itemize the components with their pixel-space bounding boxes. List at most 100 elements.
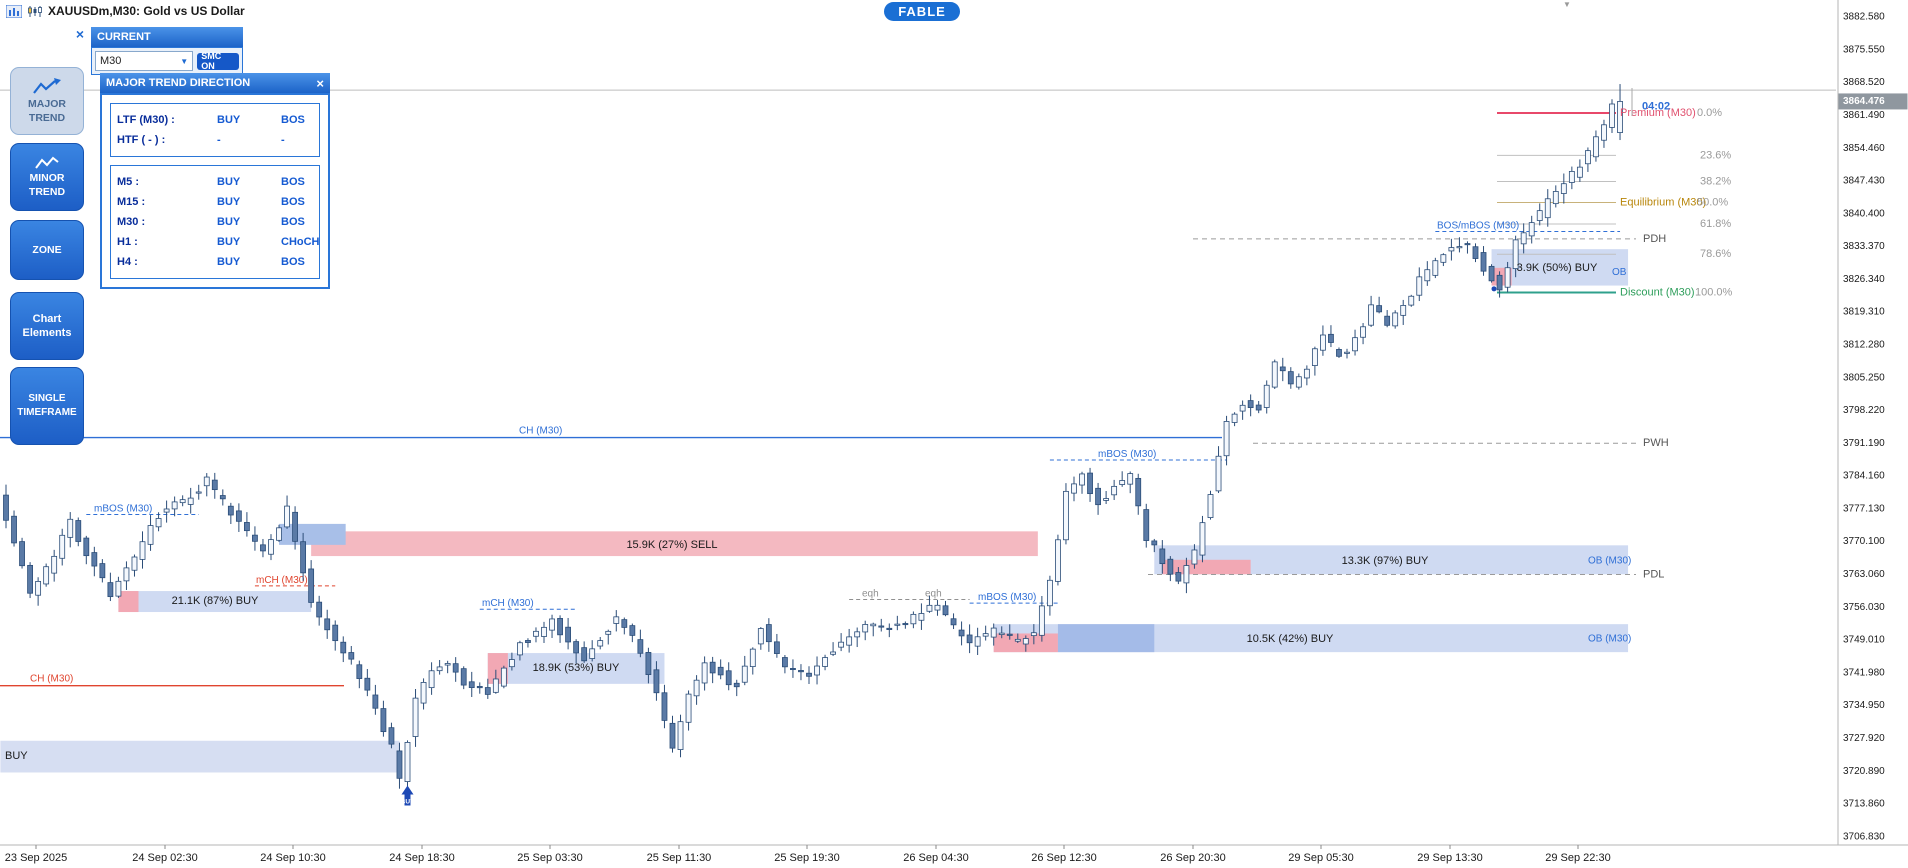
fib-618-label: 61.8% (1700, 218, 1731, 230)
trend-cell: H1 : (117, 236, 138, 248)
trend-row: M15 : BUY BOS (117, 192, 313, 212)
candle (701, 662, 708, 684)
candle (1151, 540, 1158, 546)
candle (1360, 326, 1366, 338)
chart-type-icon[interactable] (6, 4, 22, 18)
candle (1022, 638, 1029, 645)
order-block-ob-buy-3k-label: 3.9K (50%) BUY (1517, 262, 1598, 274)
sidebar-button-minor-trend[interactable]: MINOR TREND (10, 143, 84, 211)
trend-cell: BUY (217, 196, 241, 208)
ob-label-10k: OB (M30) (1588, 633, 1631, 644)
candle (854, 631, 861, 638)
candle (661, 692, 668, 721)
price-tick: 3798.220 (1843, 405, 1885, 416)
candle (1279, 366, 1286, 372)
timeframe-dropdown[interactable]: M30 ▼ (95, 51, 194, 71)
price-tick: 3805.250 (1843, 372, 1885, 383)
candle (621, 619, 628, 628)
candle (1175, 572, 1182, 582)
candle (1560, 183, 1567, 194)
time-tick: 26 Sep 20:30 (1160, 852, 1225, 864)
fib-786-label: 78.6% (1700, 248, 1731, 260)
sidebar-button-chart-elements[interactable]: Chart Elements (10, 292, 84, 360)
price-tick: 3770.100 (1843, 536, 1885, 547)
candle (412, 697, 419, 737)
price-tick: 3706.830 (1843, 831, 1885, 842)
fable-badge: FABLE (884, 2, 960, 21)
candle (131, 556, 138, 571)
fib-50-label: 50.0% (1697, 196, 1728, 208)
candle (830, 651, 836, 655)
candle (1585, 150, 1591, 165)
time-tick: 23 Sep 2025 (5, 852, 67, 864)
mbos-2-label: mBOS (M30) (978, 592, 1036, 603)
time-tick: 24 Sep 18:30 (389, 852, 454, 864)
candle (19, 541, 25, 567)
candle (1392, 312, 1399, 327)
candle (1303, 368, 1310, 379)
candle (958, 629, 965, 637)
candle (219, 495, 226, 500)
candle (990, 627, 997, 638)
candle (211, 479, 218, 491)
candle (1328, 333, 1334, 343)
indicator-icon[interactable] (27, 5, 43, 18)
smc-toggle-button[interactable]: SMC ON (197, 51, 239, 71)
time-tick: 29 Sep 13:30 (1417, 852, 1482, 864)
trend-cell: M5 : (117, 176, 139, 188)
candle (35, 581, 42, 596)
close-icon[interactable]: × (75, 26, 84, 42)
candle (1159, 548, 1166, 565)
time-tick: 25 Sep 11:30 (647, 852, 712, 864)
price-tick: 3868.520 (1843, 77, 1885, 88)
candle (163, 508, 170, 513)
candle (541, 626, 547, 637)
price-tick: 3812.280 (1843, 340, 1885, 351)
ch-m30-red-label: CH (M30) (30, 674, 73, 685)
candle (573, 641, 580, 654)
button-label: TREND (28, 186, 66, 198)
candle (1424, 269, 1431, 282)
order-block-ob-buy-10k-med (1057, 624, 1155, 653)
sidebar-button-zone[interactable]: ZONE (10, 220, 84, 280)
candle (1231, 413, 1238, 423)
candle (268, 539, 274, 555)
ob-label-3k: OB (1612, 267, 1627, 278)
ob-label-13k: OB (M30) (1588, 555, 1631, 566)
trend-cell: H4 : (117, 256, 138, 268)
order-block-ob-buy-21k-pink (118, 591, 139, 613)
candle (1071, 483, 1077, 494)
candle (1223, 421, 1230, 457)
candle (284, 505, 290, 528)
close-icon[interactable]: × (316, 75, 324, 91)
candle (549, 618, 555, 631)
trend-up-icon (33, 78, 61, 94)
chart-shift-marker[interactable]: ▼ (1563, 0, 1571, 9)
button-label: Chart (32, 313, 62, 325)
chart-title: XAUUSDm,M30: Gold vs US Dollar (6, 4, 245, 18)
order-block-ob-buy-13k-label: 13.3K (97%) BUY (1342, 555, 1429, 567)
price-tick: 3833.370 (1843, 241, 1885, 252)
price-tick: 3727.920 (1843, 733, 1885, 744)
order-block-ob-sell (311, 531, 1038, 557)
candle (533, 630, 539, 637)
fib-100-label: 100.0% (1695, 286, 1733, 298)
premium-label: Premium (M30) (1620, 107, 1696, 119)
candle (525, 640, 531, 643)
candle (155, 518, 162, 528)
order-block-ob-sell-label: 15.9K (27%) SELL (626, 539, 717, 551)
sidebar-button-single-timeframe[interactable]: SINGLE TIMEFRAME (10, 367, 84, 445)
candle (235, 510, 242, 522)
order-block-ob-buy-21k (118, 591, 312, 613)
candle (420, 682, 427, 704)
candle (3, 494, 9, 521)
candle (1617, 101, 1623, 133)
candle (508, 659, 515, 668)
candle (1247, 400, 1254, 409)
price-tick: 3749.010 (1843, 635, 1885, 646)
buy-arrow-label: BUY (401, 798, 415, 805)
order-block-ob-buy-18k-label: 18.9K (53%) BUY (533, 662, 620, 674)
candle (324, 618, 331, 631)
sidebar-button-major-trend[interactable]: MAJOR TREND (10, 67, 84, 135)
